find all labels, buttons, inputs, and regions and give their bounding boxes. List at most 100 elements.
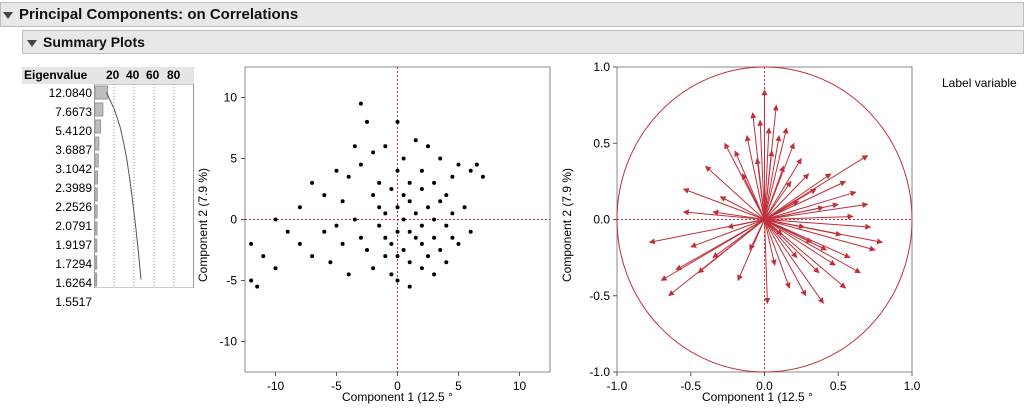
score-point: [395, 278, 400, 283]
disclosure-triangle-icon[interactable]: [27, 39, 37, 47]
loading-vector: [682, 209, 765, 220]
loading-vector: [764, 180, 847, 220]
score-point: [413, 211, 418, 216]
loading-vector: [764, 190, 857, 220]
score-point: [407, 199, 412, 204]
eigenvalue-row: 2.0791: [55, 219, 92, 233]
score-point: [444, 193, 449, 198]
score-point: [358, 162, 363, 167]
loading-vector: [764, 219, 771, 304]
score-point: [468, 229, 473, 234]
score-point: [407, 260, 412, 265]
eigenvalue-row: 12.0840: [48, 86, 92, 100]
loading-ytick-label: -1.0: [589, 365, 610, 379]
score-point: [413, 235, 418, 240]
loading-vector: [764, 173, 832, 220]
loading-vector: [734, 150, 765, 220]
score-point: [328, 260, 333, 265]
score-point: [426, 205, 430, 210]
score-point: [419, 168, 424, 173]
loading-plot[interactable]: -1.0 -0.5 0.0 0.5 1.0 1.0 0.5 0.0 -0.5 -1.0: [575, 62, 935, 402]
score-point: [438, 248, 443, 252]
score-point: [261, 254, 266, 259]
score-point: [389, 241, 394, 246]
score-point: [401, 248, 406, 252]
score-point: [334, 223, 339, 228]
score-plot-ylabel: Component 2 (7.9 %): [196, 167, 210, 282]
loading-vector: [764, 135, 782, 220]
loading-vector: [764, 219, 820, 274]
loading-vector: [675, 219, 765, 271]
eigenvalue-bar: [94, 170, 98, 185]
eigenvalue-row: 2.3989: [55, 181, 92, 195]
eigenvalue-list: 12.0840 7.6673 5.4120 3.6887 3.1042 2.3989 2.2…: [22, 84, 94, 312]
score-point: [389, 272, 394, 277]
disclosure-triangle-icon[interactable]: [3, 11, 13, 19]
score-point: [456, 241, 461, 246]
loading-vector: [764, 219, 807, 297]
eigenvalue-bar: [94, 187, 98, 202]
score-point: [383, 144, 388, 149]
score-ytick-label: -5: [226, 274, 237, 288]
score-point: [285, 229, 290, 234]
loading-xtick-label: 0.5: [830, 379, 847, 393]
score-point: [365, 248, 369, 252]
score-point: [365, 119, 369, 124]
score-point: [346, 272, 351, 277]
loading-vector: [764, 127, 772, 220]
loading-vector: [764, 219, 836, 266]
loading-ytick-label: 0.0: [593, 213, 610, 227]
loading-ytick-label: 0.5: [593, 136, 610, 150]
label-variables-button[interactable]: Label variable: [942, 76, 1017, 90]
loading-vector: [764, 219, 777, 266]
loading-vector: [682, 188, 765, 220]
loading-vector: [764, 219, 791, 289]
scale-tick-40: 40: [126, 68, 140, 82]
loading-vector: [764, 173, 810, 220]
score-point: [444, 260, 449, 265]
loading-vector: [764, 157, 802, 220]
score-point: [395, 229, 400, 234]
loading-vector: [764, 142, 795, 220]
score-point: [395, 168, 400, 173]
loading-vector: [764, 104, 779, 220]
loading-vector: [754, 157, 765, 220]
loading-vector: [727, 219, 765, 229]
score-point: [468, 168, 473, 173]
eigenvalue-bar: [94, 221, 98, 236]
score-point: [401, 193, 406, 198]
eigenvalue-bar: [94, 153, 99, 168]
summary-plots-bar[interactable]: Summary Plots: [22, 30, 1024, 54]
report-title-bar[interactable]: Principal Components: on Correlations: [0, 2, 1024, 27]
loading-vector: [697, 219, 765, 274]
score-point: [297, 241, 302, 246]
score-point: [395, 119, 400, 124]
score-point: [401, 156, 406, 161]
loading-vector: [690, 219, 765, 248]
score-ytick-label: 10: [224, 91, 238, 105]
loading-vector: [744, 135, 765, 220]
loading-vector: [764, 219, 876, 252]
eigenvalue-bar: [94, 238, 98, 253]
eigenvalue-row: 1.5517: [55, 295, 92, 309]
bar-chart-frame: [94, 84, 194, 288]
loading-plot-xlabel: Component 1 (12.5 °: [702, 390, 813, 404]
score-point: [438, 156, 443, 161]
score-plot[interactable]: -10 -5 0 5 10 10 5 0 -5 -10: [190, 62, 570, 402]
score-ytick-label: -10: [220, 335, 238, 349]
loading-vector: [764, 219, 872, 230]
score-point: [346, 174, 351, 179]
score-plot-xlabel: Component 1 (12.5 °: [342, 390, 453, 404]
score-point: [352, 217, 357, 222]
score-point: [432, 272, 437, 277]
loading-xtick-label: 1.0: [904, 379, 921, 393]
score-point: [395, 205, 400, 210]
score-point: [377, 205, 382, 210]
loading-vector: [712, 219, 765, 259]
loading-vector: [764, 127, 789, 220]
score-point: [432, 217, 437, 222]
eigenvalue-bar-chart[interactable]: [94, 84, 194, 288]
eigenvalue-row: 2.2526: [55, 200, 92, 214]
score-point: [426, 254, 430, 259]
score-point: [450, 235, 455, 240]
